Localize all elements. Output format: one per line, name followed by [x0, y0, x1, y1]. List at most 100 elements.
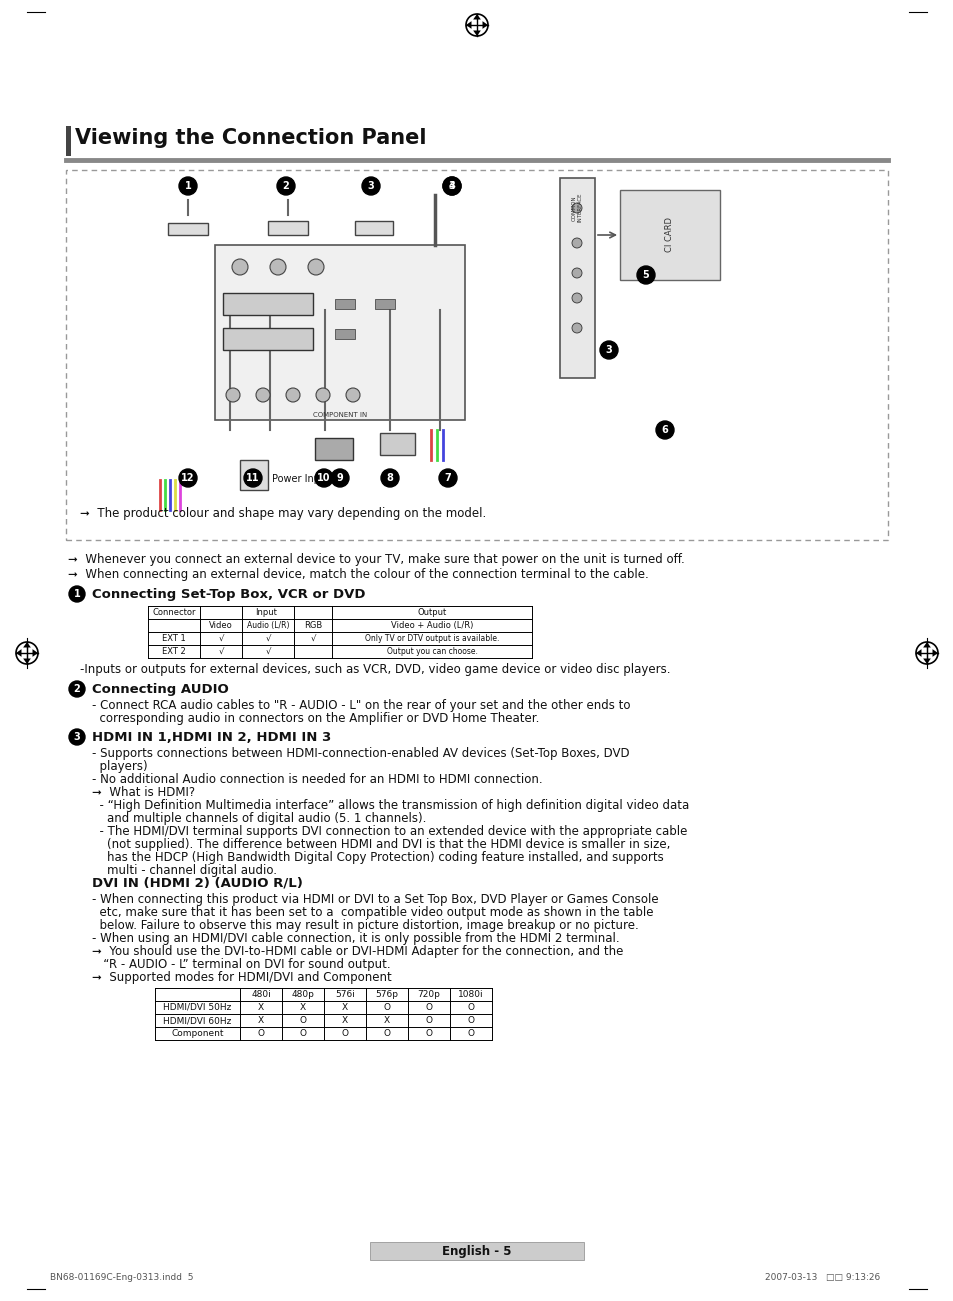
Text: Component: Component	[172, 1029, 224, 1038]
Text: has the HDCP (High Bandwidth Digital Copy Protection) coding feature installed, : has the HDCP (High Bandwidth Digital Cop…	[91, 851, 663, 864]
Circle shape	[331, 468, 349, 487]
Text: √: √	[265, 634, 271, 643]
Text: Viewing the Connection Panel: Viewing the Connection Panel	[75, 127, 426, 148]
Text: Power Input: Power Input	[272, 474, 330, 484]
Text: Connecting AUDIO: Connecting AUDIO	[91, 683, 229, 696]
Polygon shape	[923, 641, 930, 648]
Text: X: X	[341, 1003, 348, 1012]
Text: 12: 12	[181, 474, 194, 483]
Text: COMPONENT IN: COMPONENT IN	[313, 412, 367, 418]
Text: - No additional Audio connection is needed for an HDMI to HDMI connection.: - No additional Audio connection is need…	[91, 773, 542, 786]
Circle shape	[179, 468, 196, 487]
Circle shape	[226, 388, 240, 402]
Circle shape	[442, 177, 460, 195]
Text: Audio (L/R): Audio (L/R)	[247, 621, 289, 630]
Text: Output you can choose.: Output you can choose.	[386, 647, 476, 656]
Text: √: √	[218, 634, 223, 643]
Text: X: X	[257, 1003, 264, 1012]
Text: O: O	[467, 1016, 474, 1025]
Text: multi - channel digital audio.: multi - channel digital audio.	[91, 864, 276, 877]
Polygon shape	[465, 21, 471, 29]
Text: Video + Audio (L/R): Video + Audio (L/R)	[391, 621, 473, 630]
Text: Connecting Set-Top Box, VCR or DVD: Connecting Set-Top Box, VCR or DVD	[91, 588, 365, 601]
Text: 480p: 480p	[292, 990, 314, 999]
Bar	[223, 293, 313, 315]
Polygon shape	[915, 649, 921, 657]
Text: O: O	[299, 1029, 306, 1038]
Bar	[379, 433, 415, 455]
Bar	[66, 126, 71, 156]
Text: - The HDMI/DVI terminal supports DVI connection to an extended device with the a: - The HDMI/DVI terminal supports DVI con…	[91, 825, 687, 838]
Text: X: X	[383, 1016, 390, 1025]
Text: (not supplied). The difference between HDMI and DVI is that the HDMI device is s: (not supplied). The difference between H…	[91, 838, 670, 851]
Text: √: √	[265, 647, 271, 656]
Text: Output: Output	[416, 608, 446, 617]
Circle shape	[380, 468, 398, 487]
Text: 720p: 720p	[417, 990, 440, 999]
Text: - Supports connections between HDMI-connection-enabled AV devices (Set-Top Boxes: - Supports connections between HDMI-conn…	[91, 747, 629, 760]
Text: 5: 5	[642, 271, 649, 280]
Text: 1080i: 1080i	[457, 990, 483, 999]
Text: 576i: 576i	[335, 990, 355, 999]
Bar	[355, 221, 393, 235]
Circle shape	[179, 177, 196, 195]
Circle shape	[69, 585, 85, 602]
Bar	[375, 299, 395, 310]
Text: 3: 3	[367, 181, 374, 191]
Circle shape	[69, 680, 85, 697]
Text: and multiple channels of digital audio (5. 1 channels).: and multiple channels of digital audio (…	[91, 812, 426, 825]
Circle shape	[442, 177, 460, 195]
Text: 3: 3	[605, 345, 612, 355]
Text: 2: 2	[282, 181, 289, 191]
Text: 8: 8	[386, 474, 393, 483]
Text: 2007-03-13   □□ 9:13:26: 2007-03-13 □□ 9:13:26	[764, 1272, 879, 1281]
Text: O: O	[299, 1016, 306, 1025]
Text: COMMON
INTERFACE: COMMON INTERFACE	[571, 193, 581, 222]
Circle shape	[361, 177, 379, 195]
Circle shape	[270, 259, 286, 275]
Bar	[335, 299, 355, 310]
Text: corresponding audio in connectors on the Amplifier or DVD Home Theater.: corresponding audio in connectors on the…	[91, 712, 538, 725]
Text: ➞  Supported modes for HDMI/DVI and Component: ➞ Supported modes for HDMI/DVI and Compo…	[91, 971, 392, 984]
Text: -Inputs or outputs for external devices, such as VCR, DVD, video game device or : -Inputs or outputs for external devices,…	[80, 664, 670, 677]
Bar	[223, 328, 313, 350]
Bar	[268, 221, 308, 235]
Text: RGB: RGB	[304, 621, 322, 630]
Text: O: O	[425, 1016, 432, 1025]
Text: X: X	[299, 1003, 306, 1012]
Text: 3: 3	[73, 732, 80, 742]
Circle shape	[572, 238, 581, 248]
Text: BN68-01169C-Eng-0313.indd  5: BN68-01169C-Eng-0313.indd 5	[50, 1272, 193, 1281]
Text: - When using an HDMI/DVI cable connection, it is only possible from the HDMI 2 t: - When using an HDMI/DVI cable connectio…	[91, 932, 619, 945]
Text: ➞  Whenever you connect an external device to your TV, make sure that power on t: ➞ Whenever you connect an external devic…	[68, 553, 684, 566]
Text: 6: 6	[661, 425, 668, 435]
Bar	[240, 461, 268, 490]
Text: O: O	[383, 1003, 390, 1012]
Polygon shape	[482, 21, 488, 29]
Text: ➞  The product colour and shape may vary depending on the model.: ➞ The product colour and shape may vary …	[80, 507, 486, 520]
Text: 9: 9	[336, 474, 343, 483]
Circle shape	[572, 323, 581, 333]
Text: 2: 2	[73, 684, 80, 693]
Text: EXT 1: EXT 1	[162, 634, 186, 643]
Circle shape	[232, 259, 248, 275]
Bar	[370, 1242, 583, 1259]
Text: 480i: 480i	[251, 990, 271, 999]
Polygon shape	[923, 658, 930, 664]
Text: HDMI IN 1,HDMI IN 2, HDMI IN 3: HDMI IN 1,HDMI IN 2, HDMI IN 3	[91, 731, 331, 744]
Polygon shape	[16, 649, 22, 657]
Text: - Connect RCA audio cables to "R - AUDIO - L" on the rear of your set and the ot: - Connect RCA audio cables to "R - AUDIO…	[91, 699, 630, 712]
Circle shape	[286, 388, 299, 402]
Text: 4: 4	[448, 181, 455, 191]
Text: 576p: 576p	[375, 990, 398, 999]
Circle shape	[572, 203, 581, 213]
Circle shape	[599, 341, 618, 359]
Circle shape	[276, 177, 294, 195]
Text: 7: 7	[444, 474, 451, 483]
Text: - When connecting this product via HDMI or DVI to a Set Top Box, DVD Player or G: - When connecting this product via HDMI …	[91, 892, 658, 905]
Polygon shape	[23, 641, 30, 648]
Text: O: O	[467, 1003, 474, 1012]
Text: Connector: Connector	[152, 608, 195, 617]
Circle shape	[255, 388, 270, 402]
Text: CI CARD: CI CARD	[665, 217, 674, 252]
